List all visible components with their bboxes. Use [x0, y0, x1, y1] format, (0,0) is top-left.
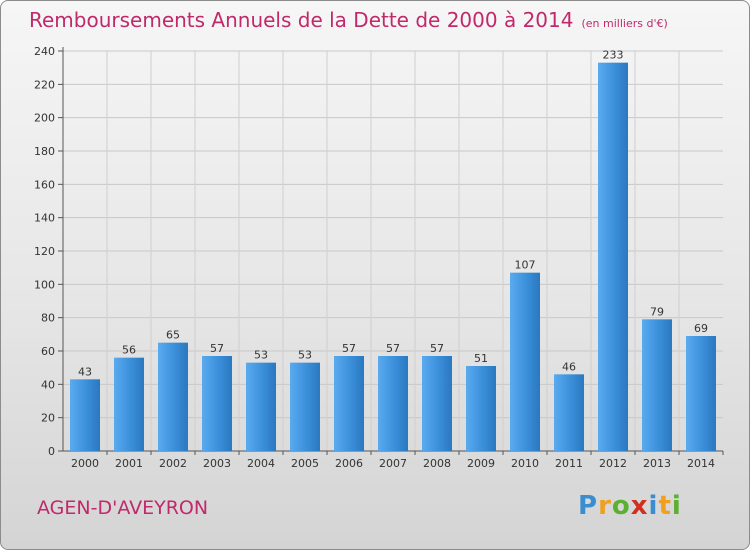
y-tick-label: 120	[34, 245, 55, 258]
y-tick-label: 240	[34, 45, 55, 58]
data-label: 43	[78, 365, 92, 378]
logo-letter: P	[578, 491, 599, 521]
x-tick-label: 2008	[423, 457, 451, 470]
y-tick-label: 60	[41, 345, 55, 358]
x-tick-label: 2000	[71, 457, 99, 470]
logo-letter: t	[658, 491, 672, 521]
bar	[554, 374, 584, 451]
y-tick-label: 0	[48, 445, 55, 458]
data-label: 107	[515, 259, 536, 272]
data-label: 57	[430, 342, 444, 355]
chart-title-text: Remboursements Annuels de la Dette de 20…	[29, 8, 574, 32]
x-tick-label: 2002	[159, 457, 187, 470]
data-label: 46	[562, 360, 576, 373]
data-label: 57	[342, 342, 356, 355]
y-tick-label: 20	[41, 412, 55, 425]
logo-letter: i	[648, 491, 659, 521]
x-tick-label: 2006	[335, 457, 363, 470]
x-tick-label: 2004	[247, 457, 275, 470]
data-label: 53	[298, 349, 312, 362]
x-tick-label: 2014	[687, 457, 715, 470]
chart-unit: (en milliers d'€)	[581, 17, 668, 30]
y-tick-label: 220	[34, 78, 55, 91]
y-tick-label: 180	[34, 145, 55, 158]
data-label: 53	[254, 349, 268, 362]
bar	[642, 319, 672, 451]
data-label: 51	[474, 352, 488, 365]
bars	[70, 62, 716, 452]
data-label: 57	[386, 342, 400, 355]
x-tick-label: 2003	[203, 457, 231, 470]
data-label: 79	[650, 305, 664, 318]
x-tick-label: 2001	[115, 457, 143, 470]
y-tick-label: 40	[41, 378, 55, 391]
bar	[598, 62, 628, 452]
bar	[290, 362, 320, 451]
labels: 0 20 40 60 80 100 120 140 160 180 200 220 240 43 2000 5…	[34, 45, 715, 470]
x-tick-label: 2011	[555, 457, 583, 470]
y-tick-label: 100	[34, 278, 55, 291]
bar	[246, 362, 276, 451]
commune-name: AGEN-D'AVEYRON	[37, 497, 209, 519]
bar	[334, 356, 364, 451]
bar	[466, 366, 496, 451]
y-tick-label: 200	[34, 112, 55, 125]
x-tick-label: 2009	[467, 457, 495, 470]
logo-letter: x	[630, 491, 649, 521]
x-tick-label: 2005	[291, 457, 319, 470]
logo-letter: r	[598, 491, 612, 521]
logo-letter: o	[611, 491, 631, 521]
bar	[70, 379, 100, 451]
data-label: 65	[166, 329, 180, 342]
data-label: 56	[122, 344, 136, 357]
x-tick-label: 2007	[379, 457, 407, 470]
data-label: 57	[210, 342, 224, 355]
y-tick-label: 140	[34, 212, 55, 225]
bar	[378, 356, 408, 451]
bar	[158, 342, 188, 451]
chart-title: Remboursements Annuels de la Dette de 20…	[29, 8, 668, 32]
x-tick-label: 2010	[511, 457, 539, 470]
data-label: 69	[694, 322, 708, 335]
bar	[686, 336, 716, 451]
logo-letter: i	[671, 491, 682, 521]
x-tick-label: 2012	[599, 457, 627, 470]
y-tick-label: 80	[41, 312, 55, 325]
y-tick-label: 160	[34, 178, 55, 191]
bar	[510, 272, 540, 451]
proxiti-logo[interactable]: Proxiti	[578, 491, 682, 521]
bar	[422, 356, 452, 451]
bar	[114, 357, 144, 451]
data-label: 233	[603, 49, 624, 62]
x-tick-label: 2013	[643, 457, 671, 470]
bar	[202, 356, 232, 451]
